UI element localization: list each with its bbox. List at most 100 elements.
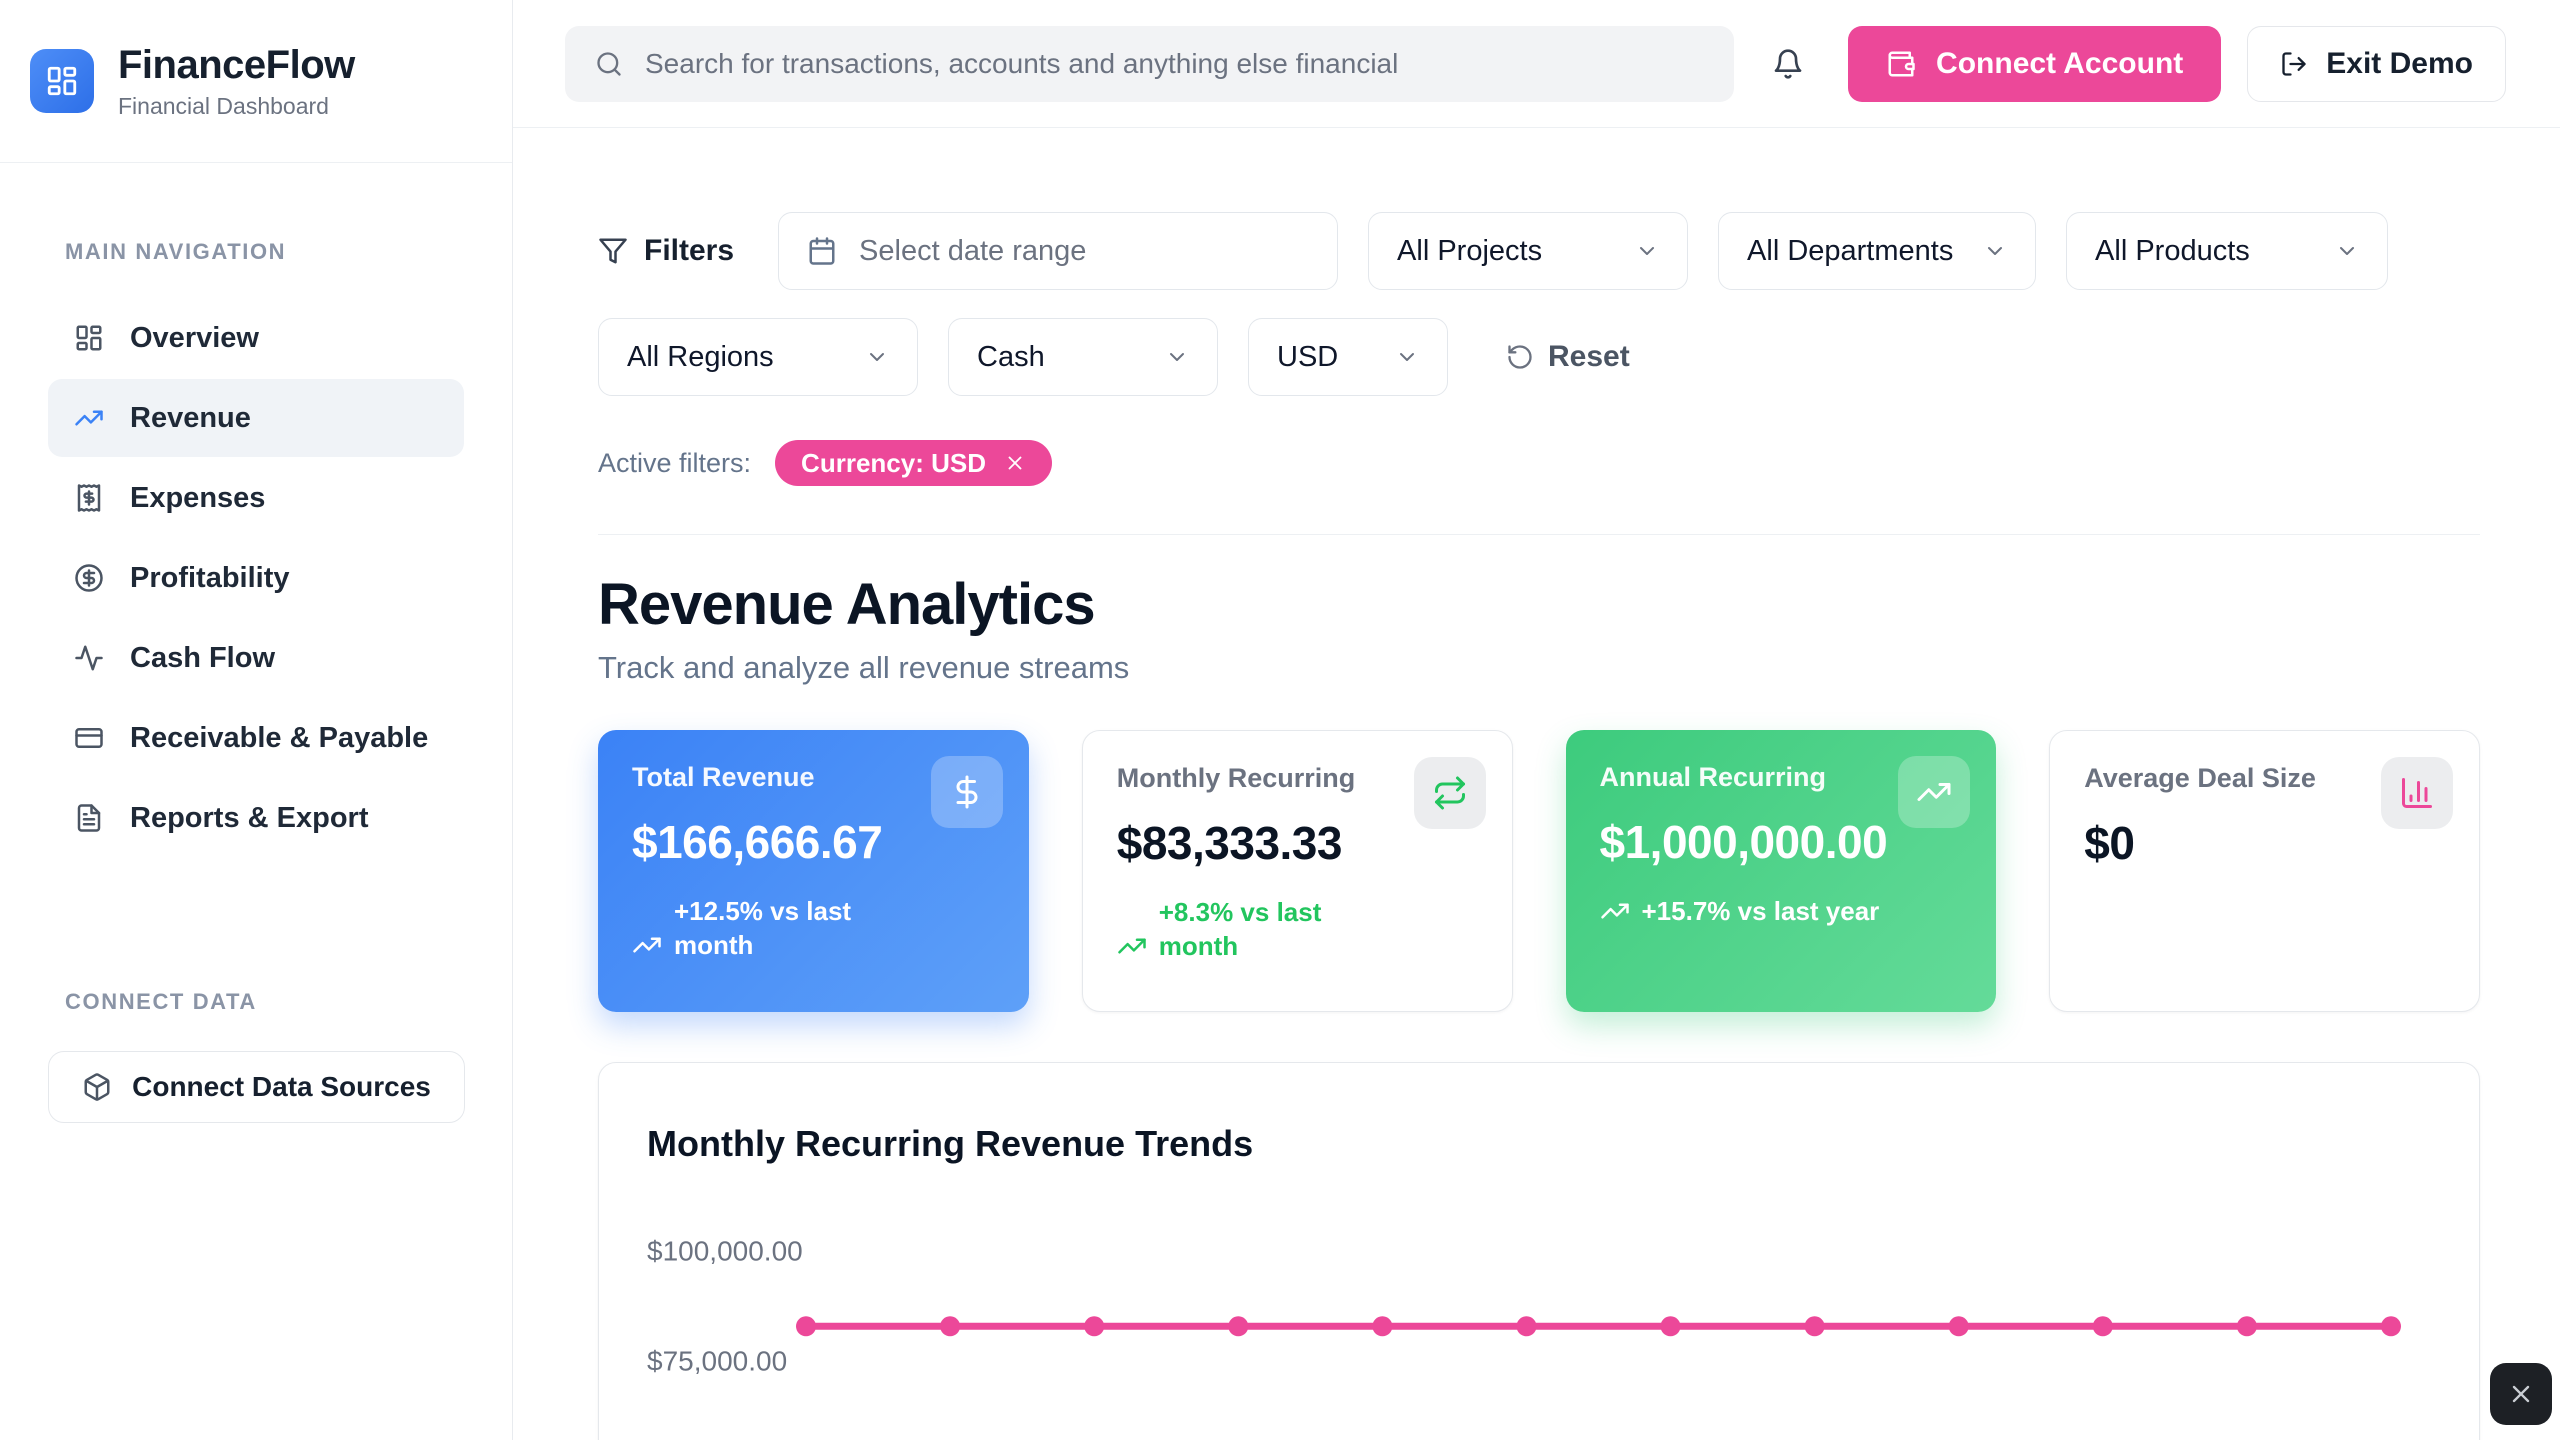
file-text-icon [74, 803, 104, 833]
brand: FinanceFlow Financial Dashboard [0, 0, 512, 163]
basis-filter-select[interactable]: Cash [948, 318, 1218, 396]
connect-account-label: Connect Account [1936, 46, 2184, 80]
mrr-data-point[interactable] [1372, 1316, 1393, 1337]
sidebar-item-cash-flow[interactable]: Cash Flow [48, 619, 464, 697]
mrr-trends-chart-card: Monthly Recurring Revenue Trends $100,00… [598, 1062, 2480, 1440]
sidebar-item-revenue[interactable]: Revenue [48, 379, 464, 457]
y-axis-tick: $100,000.00 [647, 1235, 803, 1266]
search-box[interactable] [565, 25, 1735, 102]
metric-label: Annual Recurring [1599, 762, 1827, 792]
exit-demo-label: Exit Demo [2326, 46, 2473, 80]
chevron-down-icon [1165, 345, 1189, 369]
metric-change-text: +15.7% vs last year [1641, 896, 1880, 926]
mrr-data-point[interactable] [2381, 1316, 2401, 1337]
chevron-down-icon [865, 345, 889, 369]
reset-label: Reset [1548, 340, 1630, 373]
close-icon [2512, 1385, 2530, 1403]
active-filter-chips: Currency: USD [775, 440, 1052, 486]
basis-filter-value: Cash [977, 340, 1045, 373]
departments-filter-value: All Departments [1747, 234, 1954, 267]
metric-card-annual-recurring: Annual Recurring $1,000,000.00 +15.7% vs… [1565, 730, 1997, 1012]
page-subtitle: Track and analyze all revenue streams [598, 650, 1130, 685]
layout-dashboard-icon [74, 323, 104, 353]
projects-filter-select[interactable]: All Projects [1368, 212, 1689, 290]
close-demo-button[interactable] [2490, 1363, 2552, 1425]
circle-dollar-icon [74, 563, 104, 593]
mrr-data-point[interactable] [2092, 1316, 2113, 1337]
active-filter-chip[interactable]: Currency: USD [775, 440, 1052, 486]
metric-change-text: +8.3% vs last month [1158, 897, 1322, 961]
activity-icon [74, 643, 104, 673]
trending-up-icon [1600, 896, 1630, 929]
regions-filter-select[interactable]: All Regions [598, 318, 918, 396]
connect-data-sources-button[interactable]: Connect Data Sources [48, 1051, 465, 1123]
connect-data-sources-label: Connect Data Sources [132, 1071, 431, 1102]
trending-up-icon [1898, 756, 1971, 828]
date-range-input[interactable] [859, 234, 1310, 268]
notifications-button[interactable] [1764, 40, 1812, 88]
mrr-trends-chart: $100,000.00$75,000.00$50,000.00 [647, 1235, 2401, 1376]
date-range-field[interactable] [778, 212, 1339, 290]
mrr-data-point[interactable] [796, 1316, 816, 1337]
reset-filters-button[interactable]: Reset [1506, 340, 1630, 374]
close-icon[interactable] [1004, 452, 1026, 474]
metric-label: Monthly Recurring [1116, 763, 1356, 793]
projects-filter-value: All Projects [1397, 234, 1543, 267]
metric-card-average-deal-size: Average Deal Size $0 [2049, 730, 2480, 1012]
metric-value: $1,000,000.00 [1599, 816, 1888, 868]
sidebar-item-label: Expenses [130, 481, 266, 514]
mrr-data-point[interactable] [940, 1316, 961, 1337]
filter-row-2: All Regions Cash USD Reset [598, 318, 2480, 396]
mrr-data-point[interactable] [1948, 1316, 1969, 1337]
bell-icon [1774, 48, 1802, 79]
metric-value: $83,333.33 [1116, 817, 1343, 869]
filters-title: Filters [644, 234, 735, 267]
main-content: Filters All Projects All Departments All… [513, 128, 2560, 1440]
log-out-icon [2282, 51, 2306, 76]
currency-filter-value: USD [1277, 340, 1339, 373]
mrr-data-point[interactable] [1660, 1316, 1681, 1337]
calendar-icon [809, 237, 835, 265]
products-filter-select[interactable]: All Products [2066, 212, 2389, 290]
repeat-icon [1413, 757, 1486, 829]
currency-filter-select[interactable]: USD [1248, 318, 1448, 396]
sidebar: FinanceFlow Financial Dashboard MAIN NAV… [0, 0, 513, 1440]
rotate-ccw-icon [1508, 345, 1532, 369]
bar-chart-icon [2381, 757, 2453, 829]
sidebar-item-label: Receivable & Payable [130, 721, 429, 754]
metric-label: Total Revenue [632, 762, 815, 792]
chart-title: Monthly Recurring Revenue Trends [647, 1123, 1254, 1164]
connect-account-button[interactable]: Connect Account [1848, 25, 2222, 102]
mrr-data-point[interactable] [2236, 1316, 2257, 1337]
metric-value: $166,666.67 [632, 816, 883, 868]
trending-up-icon [74, 403, 104, 433]
search-input[interactable] [645, 47, 1705, 80]
metric-change: +8.3% vs last month [1117, 896, 1478, 964]
chip-label: Currency: USD [801, 447, 986, 478]
sidebar-item-label: Profitability [130, 561, 290, 594]
exit-demo-button[interactable]: Exit Demo [2247, 25, 2506, 102]
metric-change-text: +12.5% vs last month [674, 896, 852, 960]
sidebar-item-overview[interactable]: Overview [48, 299, 464, 377]
sidebar-item-label: Reports & Export [130, 801, 369, 834]
sidebar-item-expenses[interactable]: Expenses [48, 459, 464, 537]
metric-card-total-revenue: Total Revenue $166,666.67 +12.5% vs last… [598, 730, 1029, 1012]
mrr-data-point[interactable] [1228, 1316, 1249, 1337]
sidebar-item-profitability[interactable]: Profitability [48, 539, 464, 617]
chevron-down-icon [1635, 239, 1659, 263]
mrr-data-point[interactable] [1084, 1316, 1105, 1337]
sidebar-item-reports-export[interactable]: Reports & Export [48, 779, 464, 857]
mrr-data-point[interactable] [1804, 1316, 1825, 1337]
metric-value: $0 [2084, 817, 2135, 869]
sidebar-item-label: Cash Flow [130, 641, 276, 674]
sidebar-item-receivable-payable[interactable]: Receivable & Payable [48, 699, 464, 777]
filter-row-1: Filters All Projects All Departments All… [598, 212, 2480, 290]
departments-filter-select[interactable]: All Departments [1718, 212, 2037, 290]
chevron-down-icon [1983, 239, 2007, 263]
mrr-data-point[interactable] [1516, 1316, 1537, 1337]
wallet-icon [1888, 51, 1915, 76]
y-axis-tick: $75,000.00 [647, 1345, 787, 1376]
box-icon [84, 1073, 110, 1101]
credit-card-icon [74, 723, 104, 753]
